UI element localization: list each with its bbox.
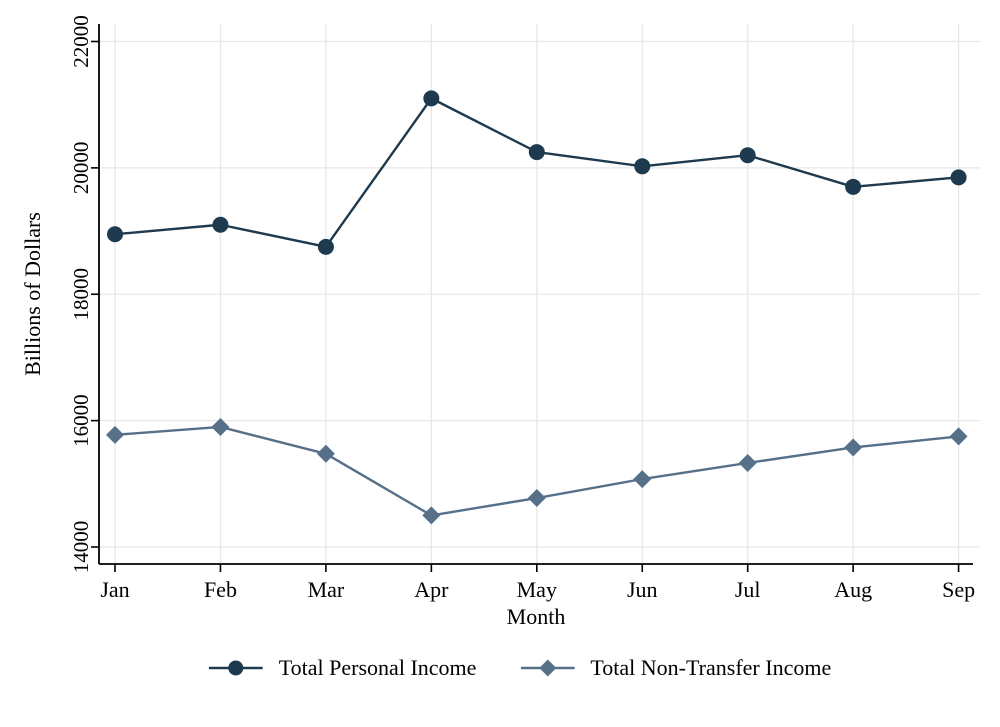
data-point-marker <box>422 506 441 525</box>
x-tick-label: May <box>517 577 557 602</box>
data-point-marker <box>316 444 335 463</box>
data-point-marker <box>107 226 123 243</box>
data-point-marker <box>739 147 756 164</box>
chart-legend: Total Personal Income Total Non-Transfer… <box>208 655 831 681</box>
legend-key-diamond-icon <box>520 659 575 677</box>
data-point-marker <box>212 216 229 233</box>
data-point-marker <box>950 169 967 186</box>
data-point-marker <box>527 489 546 508</box>
data-point-marker <box>211 417 230 436</box>
x-tick-label: Aug <box>834 577 872 602</box>
y-axis-title: Billions of Dollars <box>20 212 45 376</box>
y-tick-label: 16000 <box>69 394 93 447</box>
data-point-marker <box>844 438 863 457</box>
y-tick-label: 22000 <box>69 15 93 68</box>
data-point-marker <box>845 178 862 195</box>
data-point-marker <box>106 425 124 444</box>
x-tick-label: Apr <box>414 577 449 602</box>
x-tick-label: Mar <box>308 577 345 602</box>
y-tick-label: 14000 <box>69 521 93 574</box>
legend-label: Total Non-Transfer Income <box>590 655 832 680</box>
x-tick-label: Feb <box>204 577 237 602</box>
y-tick-label: 18000 <box>69 268 93 321</box>
x-tick-label: Jan <box>100 577 129 602</box>
data-point-marker <box>528 144 545 161</box>
x-tick-label: Sep <box>942 577 975 602</box>
data-point-marker <box>317 238 334 255</box>
data-point-marker <box>738 453 757 472</box>
data-point-marker <box>634 158 651 175</box>
x-axis-title: Month <box>506 604 566 629</box>
legend-label: Total Personal Income <box>278 655 477 680</box>
y-tick-label: 20000 <box>69 142 93 195</box>
data-point-marker <box>633 470 652 489</box>
x-tick-label: Jun <box>627 577 658 602</box>
legend-key-circle-icon <box>208 660 263 676</box>
data-point-marker <box>423 90 440 107</box>
data-point-marker <box>949 427 968 446</box>
legend-item-personal-income: Total Personal Income <box>208 655 477 681</box>
legend-item-non-transfer-income: Total Non-Transfer Income <box>520 655 831 681</box>
x-tick-label: Jul <box>735 577 761 602</box>
